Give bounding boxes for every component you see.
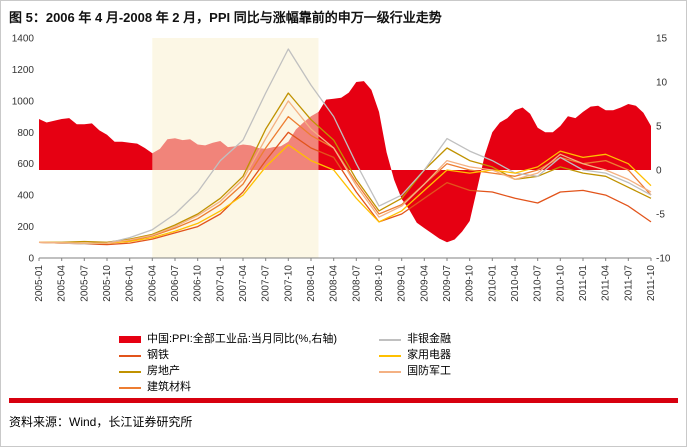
series-line-4	[38, 144, 652, 244]
legend-marker	[119, 386, 141, 389]
x-tick-label: 2010-07	[533, 265, 544, 302]
x-tick-label: 2011-01	[578, 265, 589, 301]
series-line-3	[38, 48, 652, 245]
legend-item: 国防军工	[379, 364, 451, 379]
x-tick-label: 2005-01	[34, 265, 45, 302]
y-left-tick-label: 1200	[12, 65, 35, 76]
x-tick-label: 2006-04	[147, 265, 158, 302]
y-left-tick-label: 1000	[12, 96, 35, 107]
y-right-tick-label: 5	[656, 122, 662, 133]
legend-label: 中国:PPI:全部工业品:当月同比(%,右轴)	[147, 333, 338, 345]
legend-label: 建筑材料	[147, 381, 191, 393]
chart-svg: 2005-01 2005-04 2005-07 2005-10 2006-01 2006-…	[12, 34, 671, 302]
x-tick-label: 2005-07	[79, 265, 90, 302]
x-tick-label: 2007-01	[215, 265, 226, 302]
x-tick-label: 2008-04	[329, 265, 340, 302]
x-tick-label: 2009-10	[465, 265, 476, 302]
legend-item: 家用电器	[379, 348, 451, 363]
legend-item: 非银金融	[379, 332, 451, 347]
legend-marker	[119, 370, 141, 373]
legend-label: 国防军工	[407, 365, 452, 377]
red-divider	[9, 398, 678, 403]
legend-label: 钢铁	[147, 349, 169, 361]
x-tick-label: 2011-07	[623, 265, 634, 301]
y-right-tick-label: 0	[656, 166, 662, 177]
x-tick-label: 2009-01	[397, 265, 408, 302]
ppi-area	[39, 81, 651, 243]
legend-label: 家用电器	[407, 349, 452, 361]
y-left-tick-label: 0	[28, 254, 34, 265]
highlight-band	[152, 38, 319, 258]
legend-column: 非银金融家用电器国防军工	[379, 332, 451, 396]
x-tick-label: 2008-07	[351, 265, 362, 302]
legend-marker	[119, 336, 141, 343]
legend-column: 中国:PPI:全部工业品:当月同比(%,右轴) 钢铁房地产建筑材料	[119, 332, 337, 396]
y-left-tick-label: 200	[17, 222, 34, 233]
legend-item: 建筑材料	[119, 380, 337, 395]
legend-marker	[379, 338, 402, 341]
source-note: 资料来源：Wind，长江证券研究所	[9, 415, 193, 429]
y-right-tick-label: 10	[656, 78, 668, 89]
x-tick-label: 2011-10	[646, 265, 657, 301]
x-tick-label: 2010-01	[487, 265, 498, 302]
x-tick-label: 2008-01	[306, 265, 317, 302]
legend-marker	[379, 354, 402, 357]
legend-label: 非银金融	[407, 333, 452, 345]
chart-legend: 中国:PPI:全部工业品:当月同比(%,右轴) 钢铁房地产建筑材料 非银金融家用电器…	[119, 332, 451, 396]
legend-item: 钢铁	[119, 348, 337, 363]
legend-item: 中国:PPI:全部工业品:当月同比(%,右轴)	[119, 332, 337, 347]
x-tick-label: 2009-07	[442, 265, 453, 302]
y-right-tick-label: -10	[656, 254, 671, 265]
x-tick-label: 2008-10	[374, 265, 385, 302]
x-tick-label: 2007-10	[283, 265, 294, 302]
x-tick-label: 2010-04	[510, 265, 521, 302]
y-left-tick-label: 400	[17, 191, 34, 202]
y-right-tick-label: 15	[656, 34, 668, 45]
y-left-tick-label: 800	[17, 128, 34, 139]
legend-marker	[119, 354, 141, 357]
figure-title: 图 5：2006 年 4 月-2008 年 2 月，PPI 同比与涨幅靠前的申万…	[9, 10, 442, 25]
y-left-tick-label: 600	[17, 159, 34, 170]
x-tick-label: 2006-10	[193, 265, 204, 302]
x-tick-label: 2007-07	[261, 265, 272, 302]
x-tick-label: 2006-01	[125, 265, 136, 302]
series-line-5	[38, 100, 652, 244]
y-left-tick-label: 1400	[12, 34, 35, 45]
y-right-tick-label: -5	[656, 210, 665, 221]
x-tick-label: 2005-10	[102, 265, 113, 302]
series-line-0	[38, 131, 652, 246]
x-tick-label: 2006-07	[170, 265, 181, 302]
legend-label: 房地产	[147, 365, 180, 377]
series-line-1	[39, 92, 652, 243]
x-tick-label: 2005-04	[57, 265, 68, 302]
x-tick-label: 2011-04	[601, 265, 612, 301]
legend-item: 房地产	[119, 364, 337, 379]
x-tick-label: 2009-04	[419, 265, 430, 302]
x-tick-label: 2007-04	[238, 265, 249, 302]
x-tick-label: 2010-10	[555, 265, 566, 302]
legend-marker	[379, 370, 402, 373]
